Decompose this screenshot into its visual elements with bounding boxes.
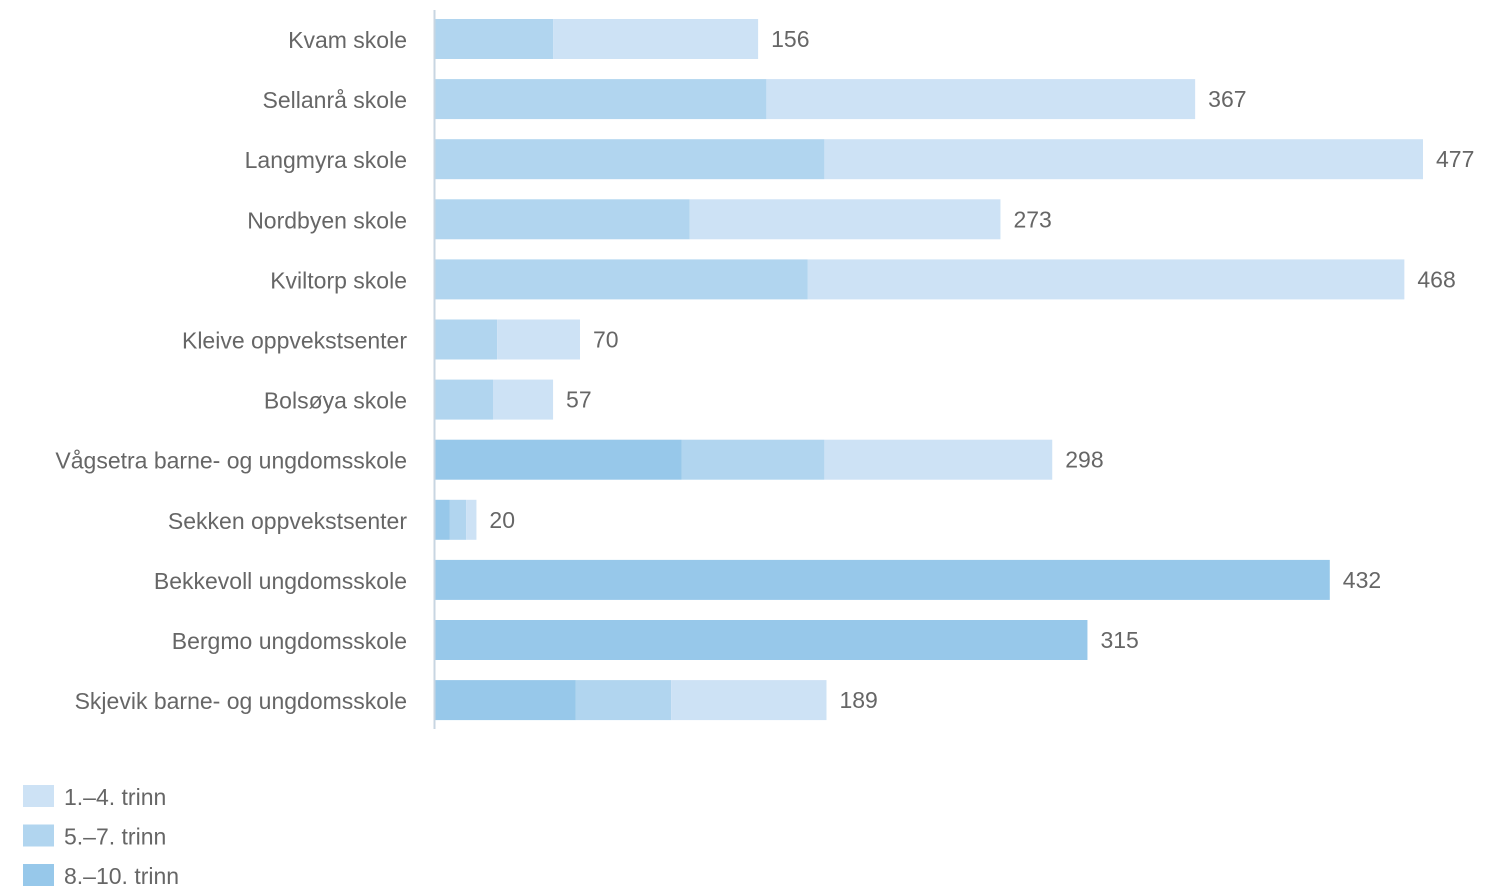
bar-segment-2 [449,499,467,540]
bar-segment-3 [766,79,1196,120]
bar-segment-1 [435,439,682,480]
bar-segment-1 [435,620,1088,660]
category-label: Vågsetra barne- og ungdomsskole [55,448,407,474]
bar-segment-2 [435,139,825,180]
category-label: Nordbyen skole [247,207,407,233]
legend-label: 8.–10. trinn [64,863,179,889]
bar-segment-2 [575,680,672,721]
category-label: Bolsøya skole [264,388,407,414]
bar-segment-3 [553,19,759,59]
total-value-label: 70 [593,327,619,353]
legend-swatch [23,785,54,807]
bar-segment-1 [435,499,450,540]
bar-segment-1 [435,680,576,721]
category-label: Sellanrå skole [263,87,407,113]
legend-swatch [23,824,54,847]
bar-segment-3 [466,499,477,540]
total-value-label: 57 [566,387,592,413]
bar-segment-2 [435,79,767,120]
legend: 1.–4. trinn 5.–7. trinn 8.–10. trinn [23,784,179,889]
bar-segment-3 [824,139,1423,180]
bar-segment-3 [824,439,1053,480]
bar-segment-3 [689,199,1001,240]
total-value-label: 477 [1436,146,1474,172]
category-label: Sekken oppvekstsenter [168,508,407,534]
bar-segment-3 [671,680,827,721]
category-label: Kvam skole [288,27,407,53]
bar-segment-2 [435,19,554,59]
total-value-label: 468 [1417,266,1455,292]
bar-segment-2 [435,379,493,420]
total-value-label: 298 [1065,447,1103,473]
total-value-labels: 156 367 477 273 468 70 57 298 20 432 315 189 [489,26,1474,713]
category-label: Langmyra skole [245,147,407,173]
category-label: Bergmo ungdomsskole [172,628,407,654]
category-label: Kviltorp skole [270,267,407,293]
total-value-label: 367 [1208,86,1246,112]
bar-segment-2 [435,199,690,240]
bar-segment-2 [435,259,808,300]
total-value-label: 156 [771,26,809,52]
total-value-label: 432 [1343,567,1381,593]
bar-segment-2 [681,439,825,480]
category-label: Bekkevoll ungdomsskole [154,568,407,594]
total-value-label: 189 [839,687,877,713]
bars-group [435,19,1423,721]
category-label: Skjevik barne- og ungdomsskole [75,688,407,714]
bar-segment-1 [435,559,1330,600]
legend-swatch [23,864,54,886]
bar-segment-2 [435,319,498,360]
category-label: Kleive oppvekstsenter [182,328,407,354]
category-labels: Kvam skole Sellanrå skole Langmyra skole No… [55,27,407,714]
total-value-label: 273 [1013,206,1051,232]
legend-label: 1.–4. trinn [64,784,166,810]
legend-label: 5.–7. trinn [64,824,166,850]
bar-segment-3 [497,319,580,360]
bar-segment-3 [493,379,554,420]
total-value-label: 20 [489,507,515,533]
total-value-label: 315 [1100,627,1138,653]
bar-segment-3 [807,259,1405,300]
